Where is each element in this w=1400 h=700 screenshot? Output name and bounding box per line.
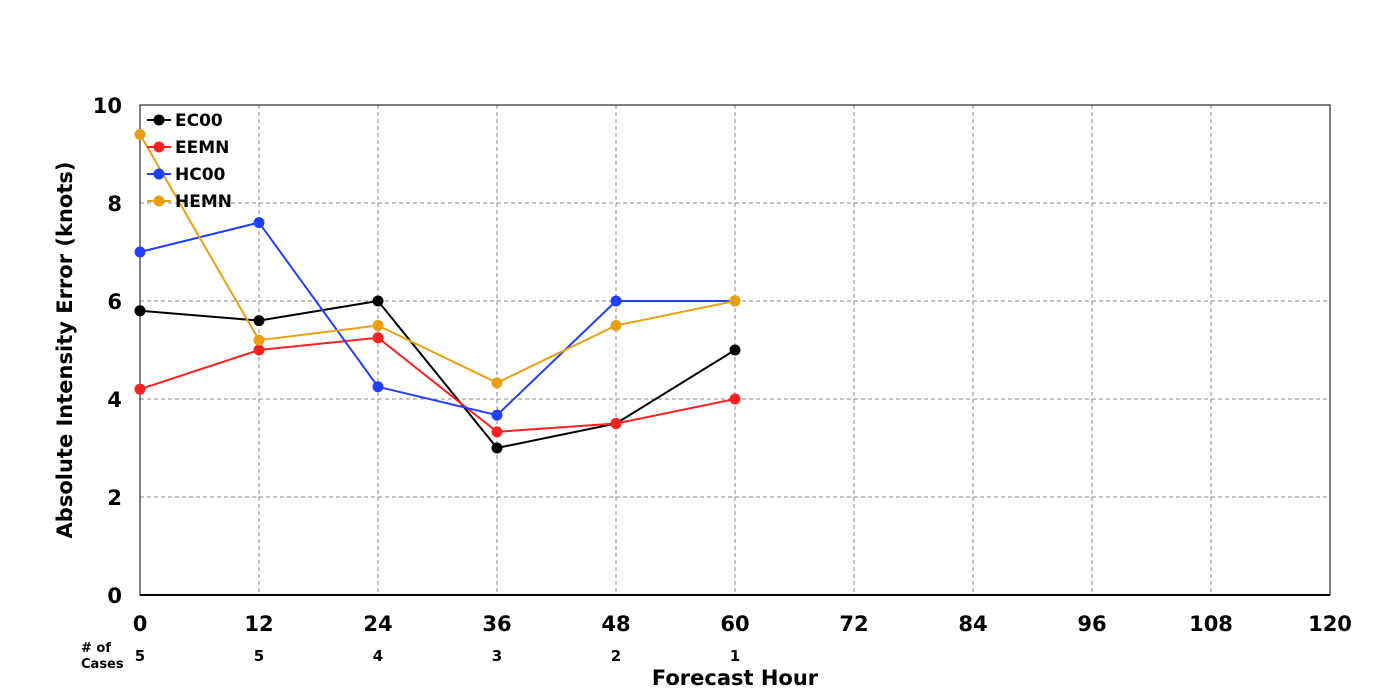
x-tick-label: 108 xyxy=(1189,612,1233,636)
data-point-hemn xyxy=(253,334,265,346)
data-point-hemn xyxy=(491,377,503,389)
x-tick-label: 48 xyxy=(601,612,630,636)
y-tick-label: 6 xyxy=(107,290,122,314)
data-point-eemn xyxy=(253,344,265,356)
legend-label-hemn: HEMN xyxy=(175,192,232,212)
data-point-eemn xyxy=(372,332,384,344)
grid xyxy=(140,105,1330,595)
data-point-hemn xyxy=(610,320,622,331)
x-tick-label: 36 xyxy=(482,612,511,636)
cases-count: 5 xyxy=(254,647,264,665)
data-point-eemn xyxy=(491,426,503,438)
data-point-hc00 xyxy=(253,217,265,229)
data-point-ec00 xyxy=(253,315,265,327)
cases-count: 2 xyxy=(611,647,621,665)
legend-label-eemn: EEMN xyxy=(175,138,229,158)
data-point-hc00 xyxy=(134,246,146,258)
series-line-hc00 xyxy=(139,221,735,417)
data-point-hc00 xyxy=(372,381,384,393)
y-axis-label: Absolute Intensity Error (knots) xyxy=(53,162,77,539)
cases-label-line1: # of xyxy=(81,641,111,656)
y-tick-labels: 0 2 4 6 8 10 xyxy=(93,94,122,608)
cases-count: 1 xyxy=(730,647,740,665)
legend-marker-hemn xyxy=(153,195,165,207)
x-tick-label: 60 xyxy=(720,612,749,636)
data-point-hc00 xyxy=(491,409,503,421)
data-point-eemn xyxy=(134,383,146,395)
data-point-ec00 xyxy=(729,344,741,356)
y-tick-label: 4 xyxy=(107,388,122,412)
series-line-eemn xyxy=(139,336,736,433)
data-point-hemn xyxy=(134,128,146,140)
legend-marker-ec00 xyxy=(153,114,165,126)
data-point-eemn xyxy=(729,393,741,405)
series-layer xyxy=(134,128,741,454)
series-line-hemn xyxy=(139,133,736,384)
series-line-ec00 xyxy=(139,299,736,450)
data-point-hemn xyxy=(729,295,741,307)
x-tick-label: 24 xyxy=(363,612,392,636)
data-point-hc00 xyxy=(610,295,622,307)
legend: EC00 EEMN HC00 HEMN xyxy=(147,111,232,212)
x-tick-label: 120 xyxy=(1308,612,1352,636)
x-tick-label: 0 xyxy=(133,612,148,636)
cases-count: 3 xyxy=(492,647,502,665)
data-point-ec00 xyxy=(491,442,503,454)
cases-count: 4 xyxy=(373,647,383,665)
legend-label-ec00: EC00 xyxy=(175,111,223,131)
y-tick-label: 10 xyxy=(93,94,122,118)
legend-marker-eemn xyxy=(153,141,165,153)
cases-label-line2: Cases xyxy=(81,657,124,672)
data-point-hemn xyxy=(372,320,384,331)
x-tick-label: 12 xyxy=(244,612,273,636)
cases-count: 5 xyxy=(135,647,145,665)
legend-label-hc00: HC00 xyxy=(175,165,226,185)
y-tick-label: 8 xyxy=(107,192,122,216)
legend-marker-hc00 xyxy=(153,168,165,180)
y-tick-label: 2 xyxy=(107,486,122,510)
data-point-ec00 xyxy=(372,295,384,307)
y-tick-label: 0 xyxy=(107,584,122,608)
x-tick-labels: 0 12 24 36 48 60 72 84 96 108 120 xyxy=(133,612,1352,636)
cases-row: # of Cases 5 5 4 3 2 1 xyxy=(81,641,740,672)
data-point-ec00 xyxy=(134,305,146,317)
x-tick-label: 72 xyxy=(839,612,868,636)
data-point-eemn xyxy=(610,418,622,429)
x-tick-label: 96 xyxy=(1077,612,1106,636)
x-axis-label: Forecast Hour xyxy=(652,666,819,690)
x-tick-label: 84 xyxy=(958,612,987,636)
